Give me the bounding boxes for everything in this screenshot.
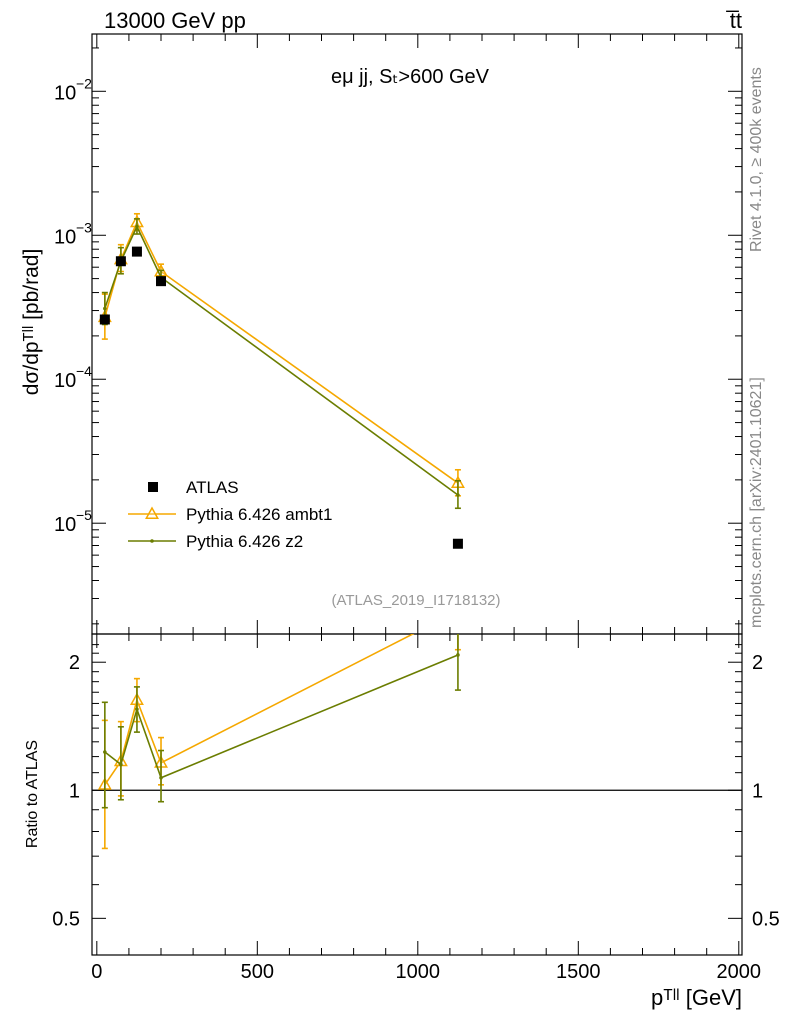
ratio-y-tick-label: 0.5: [52, 908, 80, 930]
ratio-y-tick-label-right: 0.5: [752, 908, 780, 930]
ratio-dot-marker: [135, 707, 139, 712]
data-point-marker: [156, 276, 167, 287]
ratio-plot-frame: [91, 633, 743, 956]
legend-data-marker: [148, 482, 158, 492]
y-tick-label: 10: [54, 370, 76, 392]
data-point-marker: [99, 314, 110, 325]
ratio-y-tick-label-right: 2: [752, 652, 763, 674]
series-line: [104, 220, 459, 484]
dot-marker: [103, 306, 107, 311]
ratio-y-axis-label: Ratio to ATLAS: [24, 740, 41, 848]
process-label: t̅t: [726, 8, 742, 33]
plot-title: eμ jj, Sₜ>600 GeV: [331, 66, 490, 88]
ratio-series-line: [104, 634, 415, 786]
y-tick-label: 10: [54, 514, 76, 536]
legend-label: Pythia 6.426 ambt1: [186, 505, 332, 524]
legend: ATLAS Pythia 6.426 ambt1 Pythia 6.426 z2: [128, 478, 332, 551]
y-tick-label: 10: [54, 226, 76, 248]
main-y-axis-label: dσ/dpᵀˡˡ [pb/rad]: [20, 249, 43, 396]
y-tick-label: 10: [54, 82, 76, 104]
x-tick-label: 0: [91, 961, 102, 983]
ratio-dot-marker: [119, 762, 123, 767]
legend-label: Pythia 6.426 z2: [186, 532, 303, 551]
y-tick-exponent: −4: [76, 363, 92, 379]
ratio-dot-marker: [456, 653, 460, 657]
y-tick-exponent: −5: [76, 507, 92, 523]
legend-label: ATLAS: [186, 478, 239, 497]
ratio-clipped-group: [97, 634, 461, 850]
main-series-group: [97, 212, 465, 549]
y-tick-exponent: −3: [76, 219, 92, 235]
ratio-y-tick-label-right: 1: [752, 780, 763, 802]
legend-dot-marker: [150, 539, 154, 543]
data-point-marker: [452, 538, 463, 549]
x-tick-label: 1500: [556, 961, 601, 983]
x-tick-label: 2000: [717, 961, 762, 983]
series-line: [104, 224, 459, 496]
energy-label: 13000 GeV pp: [104, 8, 246, 33]
dot-marker: [456, 493, 460, 497]
ratio-y-tick-label: 1: [69, 780, 80, 802]
ratio-y-tick-label: 2: [69, 652, 80, 674]
data-point-marker: [115, 256, 126, 267]
ratio-dot-marker: [159, 775, 163, 780]
dot-marker: [135, 224, 139, 229]
x-tick-label: 500: [241, 961, 274, 983]
ratio-series-group: [97, 634, 461, 850]
ratio-dot-marker: [103, 750, 107, 754]
data-point-marker: [131, 246, 142, 257]
ratio-series-line: [104, 654, 459, 779]
y-tick-exponent: −2: [76, 75, 92, 91]
side-label-bottom: mcplots.cern.ch [arXiv:2401.10621]: [748, 377, 765, 628]
side-label-top: Rivet 4.1.0, ≥ 400k events: [748, 67, 765, 252]
legend-triangle-marker: [145, 506, 159, 519]
x-tick-label: 1000: [396, 961, 441, 983]
analysis-id: (ATLAS_2019_I1718132): [331, 592, 500, 609]
x-axis-label: pᵀˡˡ [GeV]: [651, 985, 742, 1010]
